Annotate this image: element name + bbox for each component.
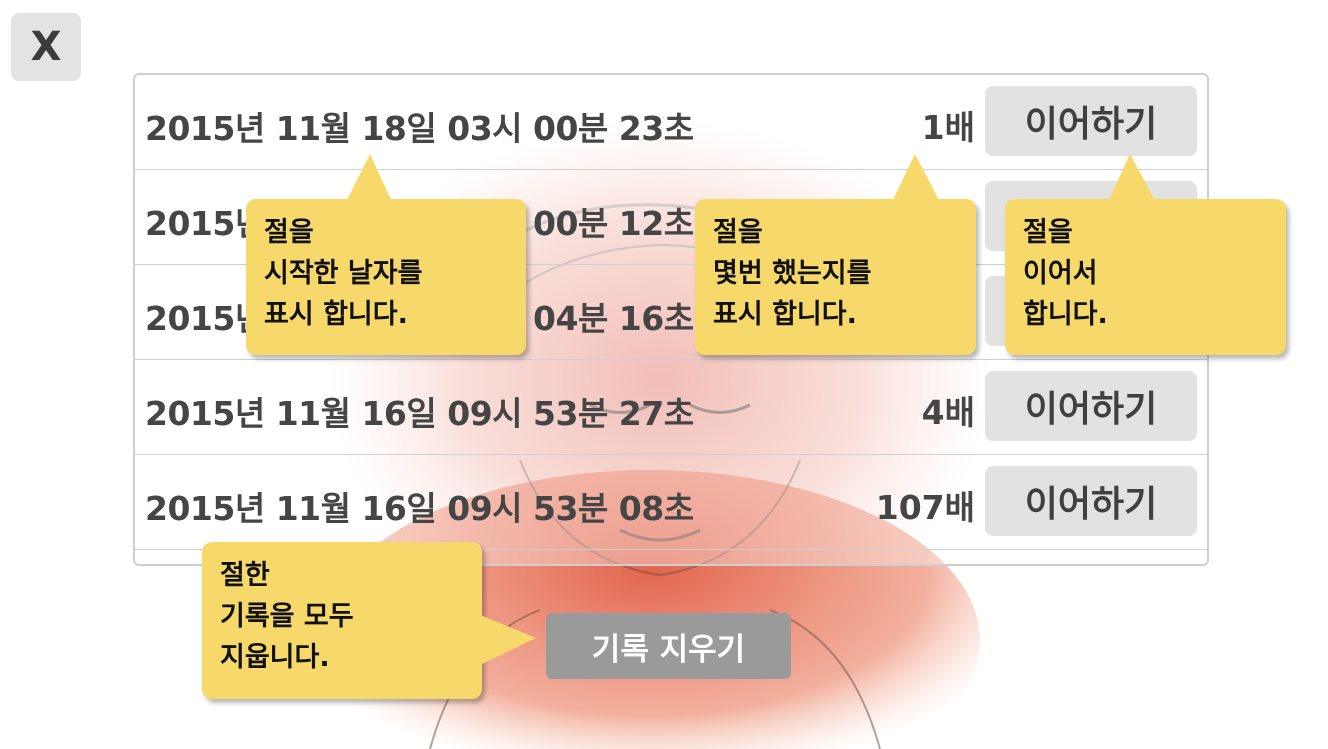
tooltip-line: 표시 합니다. bbox=[264, 299, 408, 330]
resume-button[interactable]: 이어하기 bbox=[985, 86, 1197, 156]
clear-history-button[interactable]: 기록 지우기 bbox=[546, 613, 791, 679]
history-row: 2015년 11월 18일 03시 00분 23초 1배 이어하기 bbox=[135, 75, 1207, 170]
row-count: 107배 bbox=[875, 488, 975, 527]
tooltip-date: 절을 시작한 날자를 표시 합니다. bbox=[246, 199, 526, 355]
resume-button[interactable]: 이어하기 bbox=[985, 371, 1197, 441]
tooltip-line: 시작한 날자를 bbox=[264, 258, 423, 289]
tooltip-line: 절한 bbox=[220, 560, 270, 591]
tooltip-line: 지웁니다. bbox=[220, 642, 330, 673]
close-icon: X bbox=[30, 24, 62, 70]
tooltip-line: 표시 합니다. bbox=[713, 299, 857, 330]
tooltip-line: 절을 bbox=[713, 217, 763, 248]
tooltip-line: 절을 bbox=[1023, 217, 1073, 248]
history-row: 2015년 11월 16일 09시 53분 08초 107배 이어하기 bbox=[135, 455, 1207, 550]
tooltip-tail bbox=[345, 154, 393, 204]
tooltip-line: 기록을 모두 bbox=[220, 601, 354, 632]
tooltip-resume: 절을 이어서 합니다. bbox=[1005, 199, 1286, 355]
row-count: 1배 bbox=[921, 108, 975, 147]
tooltip-line: 절을 bbox=[264, 217, 314, 248]
tooltip-tail bbox=[478, 614, 536, 666]
history-row: 2015년 11월 16일 09시 53분 27초 4배 이어하기 bbox=[135, 360, 1207, 455]
resume-button[interactable]: 이어하기 bbox=[985, 466, 1197, 536]
tooltip-line: 이어서 bbox=[1023, 258, 1098, 289]
tooltip-count: 절을 몇번 했는지를 표시 합니다. bbox=[695, 199, 976, 355]
row-date: 2015년 11월 16일 09시 53분 27초 bbox=[145, 394, 694, 433]
close-button[interactable]: X bbox=[11, 13, 81, 81]
tooltip-tail bbox=[891, 154, 941, 204]
tooltip-line: 몇번 했는지를 bbox=[713, 258, 872, 289]
row-date: 2015년 11월 16일 09시 53분 08초 bbox=[145, 489, 694, 528]
tooltip-clear: 절한 기록을 모두 지웁니다. bbox=[202, 542, 482, 699]
row-date: 2015년 11월 18일 03시 00분 23초 bbox=[145, 109, 694, 148]
tooltip-line: 합니다. bbox=[1023, 299, 1108, 330]
row-count: 4배 bbox=[921, 393, 975, 432]
tooltip-tail bbox=[1107, 154, 1157, 204]
